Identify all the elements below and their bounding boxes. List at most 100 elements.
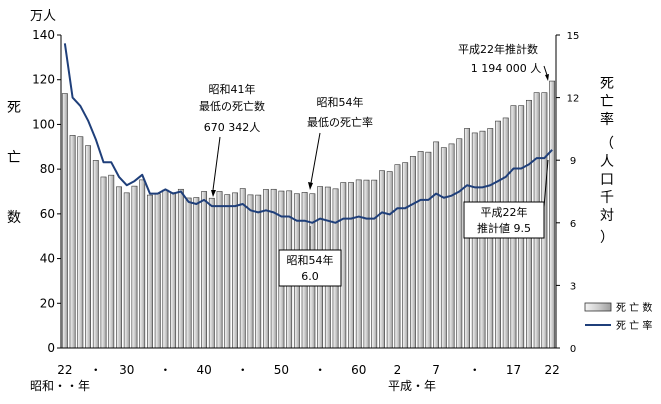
x-tick-label: ・	[469, 363, 481, 377]
bar-1997	[448, 143, 455, 349]
right-axis-label-char: 亡	[600, 94, 614, 110]
x-tick-label: 60	[351, 363, 366, 377]
left-tick-label: 140	[32, 28, 55, 42]
annotation-min-deaths: 昭和41年 最低の死亡数 670 342人	[199, 82, 265, 197]
bar-1992	[409, 156, 416, 349]
right-tick-label: 0	[570, 344, 576, 355]
bar-1994	[425, 151, 432, 349]
showa-era-label: 昭和・・年	[30, 379, 90, 393]
left-axis-label-char: 死	[7, 100, 21, 116]
annotation-line: 最低の死亡数	[199, 99, 265, 113]
x-tick-label: 50	[274, 363, 289, 377]
left-tick-label: 40	[40, 252, 55, 266]
bar-1993	[417, 151, 424, 349]
annotation-box-1979: 昭和54年 6.0	[278, 226, 342, 287]
bar-1958	[147, 194, 153, 349]
x-tick-label: ・	[314, 363, 326, 377]
bar-1989	[386, 171, 393, 349]
bar-2000	[471, 132, 478, 349]
right-axis-label-char: 対	[600, 208, 614, 224]
heisei-era-label: 平成・年	[388, 379, 436, 393]
bar-1973	[263, 189, 269, 349]
left-axis-ticks: 0 20 40 60 80 100 120 140	[32, 28, 61, 355]
annotation-line: 昭和54年	[317, 95, 364, 109]
annotation-line: 昭和41年	[209, 82, 256, 96]
right-tick-label: 6	[570, 219, 576, 230]
left-tick-label: 120	[32, 73, 55, 87]
legend-bar-swatch	[584, 302, 612, 312]
bar-1959	[154, 193, 161, 349]
bar-1972	[255, 194, 262, 349]
x-tick-label: 22	[57, 363, 72, 377]
bar-1954	[116, 186, 122, 349]
annotation-line: 平成22年	[481, 205, 528, 219]
bar-2010	[549, 80, 556, 349]
bar-1967	[216, 191, 223, 349]
bar-1991	[402, 162, 409, 349]
annotation-line: 昭和54年	[287, 253, 334, 267]
left-axis-label-char: 数	[7, 210, 21, 226]
annotation-min-rate: 昭和54年 最低の死亡率	[307, 95, 373, 190]
right-axis-label-char: ）	[600, 230, 614, 246]
right-axis-ticks: 0 3 6 9 12 15	[556, 31, 579, 355]
legend: 死 亡 数 死 亡 率	[584, 301, 652, 332]
x-tick-label: ・	[237, 363, 249, 377]
x-axis-ticks: 22 ・ 30 ・ 40 ・ 50 ・ 60 2 7 ・ 17 22	[57, 363, 560, 377]
annotation-2010-estimate: 平成22年推計数 1 194 000 人	[458, 42, 549, 81]
right-axis-label-char: 口	[600, 172, 614, 188]
bar-1986	[363, 179, 370, 349]
bar-1990	[394, 164, 401, 349]
bar-1970	[239, 188, 246, 349]
bar-1961	[170, 192, 177, 349]
axes	[60, 35, 557, 349]
left-axis-label-char: 亡	[7, 150, 21, 166]
bar-1969	[232, 192, 238, 349]
x-tick-label: 22	[544, 363, 559, 377]
bar-1962	[177, 188, 184, 349]
bar-1951	[92, 160, 99, 349]
annotation-line: 平成22年推計数	[458, 42, 538, 56]
bar-1968	[224, 194, 231, 349]
right-tick-label: 9	[570, 156, 576, 167]
left-tick-label: 80	[40, 162, 55, 176]
left-tick-label: 100	[32, 117, 55, 131]
right-axis-label-char: 死	[600, 76, 614, 92]
bar-1966	[208, 197, 215, 349]
bar-1998	[456, 138, 463, 349]
x-tick-label: 40	[196, 363, 211, 377]
death-rate-line	[63, 43, 553, 224]
bar-1956	[131, 185, 138, 349]
bar-1987	[371, 179, 378, 349]
bar-1957	[139, 179, 146, 349]
left-tick-label: 60	[40, 207, 55, 221]
bar-1965	[201, 191, 208, 349]
right-tick-label: 12	[567, 94, 580, 105]
bar-1952	[100, 176, 107, 349]
left-axis-label: 死 亡 数	[7, 100, 21, 226]
left-tick-label: 20	[40, 296, 55, 310]
right-axis-label-char: 千	[600, 190, 614, 206]
annotation-line: 1 194 000 人	[471, 62, 541, 75]
bar-1988	[379, 170, 385, 349]
bar-1950	[85, 145, 92, 349]
bar-1953	[108, 174, 115, 349]
bar-1960	[162, 189, 169, 349]
annotation-line: 6.0	[301, 270, 319, 283]
left-tick-label: 0	[47, 341, 55, 355]
annotation-line: 推計値 9.5	[477, 221, 531, 235]
x-tick-label: 2	[394, 363, 402, 377]
x-tick-label: ・	[90, 363, 102, 377]
bar-1949	[77, 136, 84, 349]
right-axis-label: 死 亡 率 （ 人 口 千 対 ）	[600, 76, 614, 246]
legend-line-label: 死 亡 率	[616, 319, 652, 332]
annotation-box-2010: 平成22年 推計値 9.5	[463, 159, 549, 239]
bar-1947	[61, 93, 68, 349]
x-tick-label: 30	[119, 363, 134, 377]
bar-2001	[479, 130, 486, 349]
annotation-line: 最低の死亡率	[307, 115, 373, 129]
bar-1984	[348, 182, 354, 349]
bar-1996	[440, 147, 447, 349]
right-axis-label-char: （	[600, 136, 614, 152]
bar-1948	[69, 135, 76, 349]
